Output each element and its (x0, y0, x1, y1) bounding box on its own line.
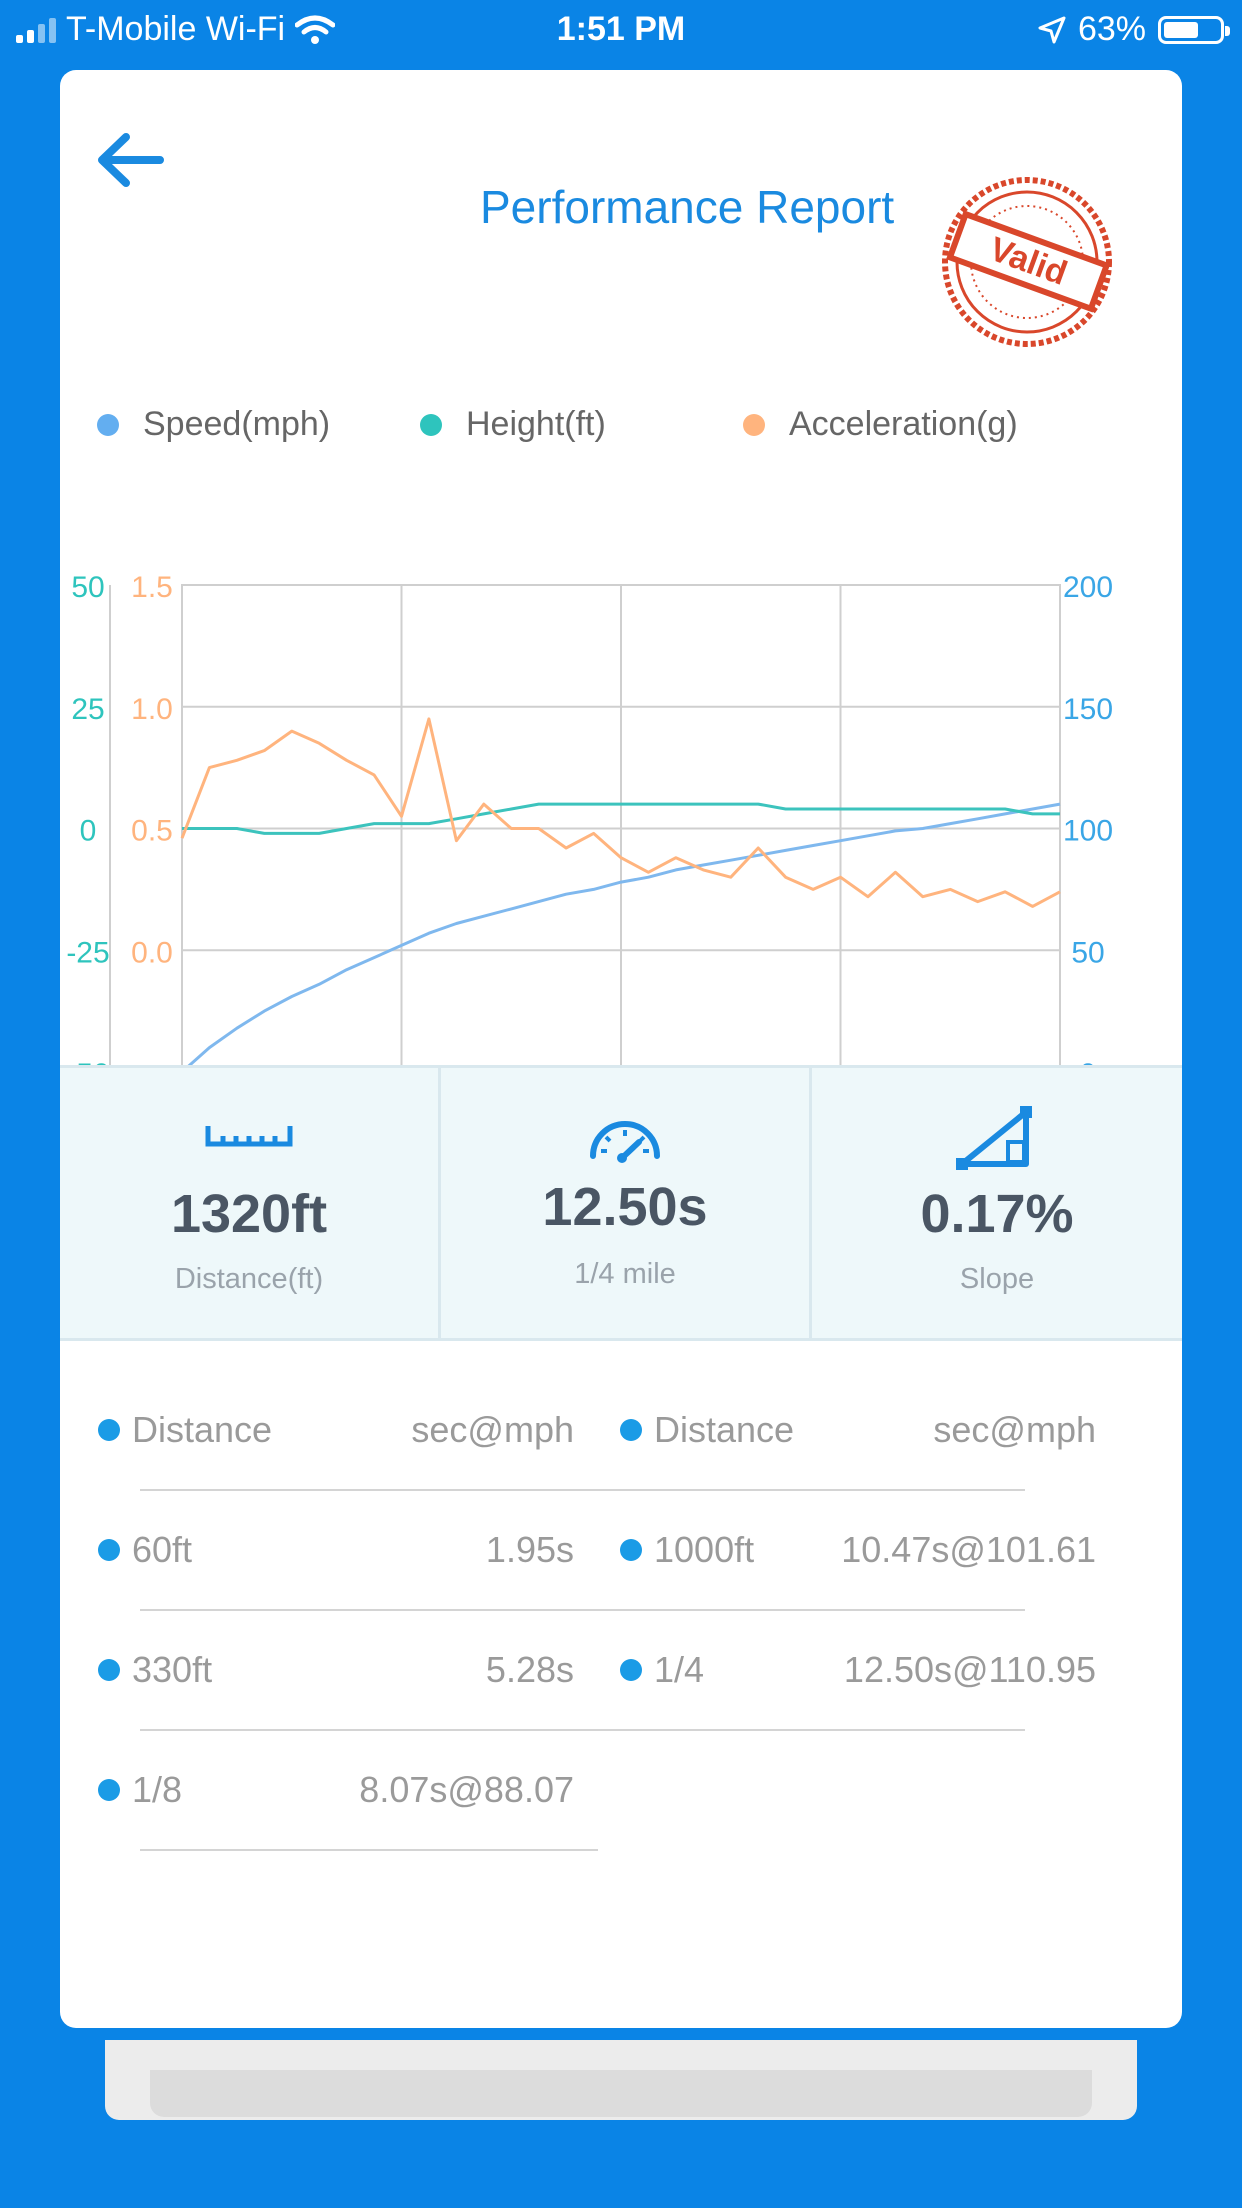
table-row: 60ft 1.95s (98, 1520, 574, 1580)
table-row: 1/4 12.50s@110.95 (620, 1640, 1096, 1700)
page-title: Performance Report (480, 181, 895, 233)
speedometer-icon (590, 1121, 660, 1163)
bullet-icon (620, 1419, 642, 1441)
column-header: sec@mph (933, 1409, 1096, 1450)
stat-label: Distance(ft) (174, 1263, 324, 1295)
status-right: 63% (1038, 10, 1230, 49)
bullet-icon (98, 1779, 120, 1801)
bullet-icon (620, 1539, 642, 1561)
table-row: 330ft 5.28s (98, 1640, 574, 1700)
series-line-acceleration-g- (180, 717, 1061, 908)
legend-dot-acceleration (743, 413, 765, 436)
bullet-icon (620, 1659, 642, 1681)
legend-dot-height (420, 413, 442, 436)
row-divider (140, 1609, 585, 1611)
height-tick-label: 50 (71, 571, 104, 604)
speed-tick-label: 50 (1071, 936, 1104, 969)
stat-label: Slope (959, 1263, 1035, 1295)
row-value: 5.28s (485, 1649, 574, 1690)
row-name: 330ft (132, 1649, 213, 1690)
stat-value: 12.50s (542, 1177, 708, 1237)
row-name: 1000ft (654, 1529, 755, 1570)
accel-tick-label: 0.5 (131, 815, 173, 848)
accel-tick-label: 0.0 (131, 936, 173, 969)
bullet-icon (98, 1539, 120, 1561)
carrier-label: T-Mobile Wi-Fi (66, 10, 286, 48)
height-tick-label: -25 (66, 936, 109, 969)
bullet-icon (98, 1419, 120, 1441)
row-divider (140, 1849, 598, 1851)
row-name: 60ft (132, 1529, 193, 1570)
stat-distance: 1320ft Distance(ft) (60, 1068, 438, 1338)
stat-value: 0.17% (920, 1184, 1074, 1244)
table-row: 1/8 8.07s@88.07 (98, 1760, 574, 1820)
height-tick-label: 25 (71, 693, 104, 726)
row-name: 1/8 (132, 1769, 183, 1810)
legend-label: Speed(mph) (143, 405, 331, 443)
stat-slope: 0.17% Slope (812, 1068, 1182, 1338)
speed-tick-label: 100 (1063, 815, 1113, 848)
arrow-left-icon[interactable] (90, 125, 170, 195)
row-value: 12.50s@110.95 (843, 1649, 1096, 1690)
ruler-icon (205, 1126, 293, 1147)
column-header: Distance (654, 1409, 795, 1450)
table-header-right: Distance sec@mph (620, 1400, 1096, 1460)
stat-label: 1/4 mile (574, 1258, 676, 1290)
row-divider (585, 1729, 1025, 1731)
legend-label: Acceleration(g) (789, 405, 1018, 443)
row-name: 1/4 (654, 1649, 705, 1690)
stat-quarter-mile: 12.50s 1/4 mile (441, 1068, 809, 1338)
card-stack-shadow-2 (150, 2070, 1092, 2117)
row-divider (585, 1489, 1025, 1491)
legend-acceleration: Acceleration(g) (743, 405, 1018, 444)
valid-stamp: Valid (942, 177, 1112, 347)
row-value: 10.47s@101.61 (841, 1529, 1096, 1570)
status-time: 1:51 PM (556, 10, 686, 48)
stat-divider (438, 1068, 441, 1338)
report-card: Performance Report Valid Speed(mph) Heig… (60, 70, 1182, 2028)
bullet-icon (98, 1659, 120, 1681)
stat-divider (809, 1068, 812, 1338)
row-divider (140, 1729, 585, 1731)
battery-percent: 63% (1077, 10, 1146, 48)
signal-icon (16, 17, 56, 43)
speed-tick-label: 150 (1063, 693, 1113, 726)
table-row: 1000ft 10.47s@101.61 (620, 1520, 1096, 1580)
status-left: T-Mobile Wi-Fi (16, 10, 336, 49)
legend-speed: Speed(mph) (97, 405, 330, 444)
slope-icon (956, 1106, 1032, 1170)
legend-dot-speed (97, 413, 119, 436)
accel-tick-label: 1.5 (131, 571, 173, 604)
table-header-left: Distance sec@mph (98, 1400, 574, 1460)
column-header: Distance (132, 1409, 273, 1450)
row-value: 8.07s@88.07 (359, 1769, 574, 1810)
row-value: 1.95s (485, 1529, 574, 1570)
row-divider (585, 1609, 1025, 1611)
accel-tick-label: 1.0 (131, 693, 173, 726)
legend-label: Height(ft) (466, 405, 606, 443)
battery-icon (1158, 15, 1230, 44)
column-header: sec@mph (411, 1409, 574, 1450)
chart-legend: Speed(mph) Height(ft) Acceleration(g) (60, 405, 1182, 455)
stats-strip: 1320ft Distance(ft) 12.50s 1/4 mile 0.17… (60, 1065, 1182, 1341)
status-bar: T-Mobile Wi-Fi 1:51 PM 63% (0, 0, 1242, 64)
wifi-icon (295, 15, 336, 44)
series-line-height-ft- (182, 802, 1060, 835)
legend-height: Height(ft) (420, 405, 606, 444)
speed-tick-label: 200 (1063, 571, 1113, 604)
row-divider (140, 1489, 585, 1491)
height-tick-label: 0 (80, 815, 97, 848)
series-line-speed-mph- (181, 802, 1061, 1074)
location-arrow-icon (1038, 16, 1066, 43)
stat-value: 1320ft (170, 1184, 328, 1244)
